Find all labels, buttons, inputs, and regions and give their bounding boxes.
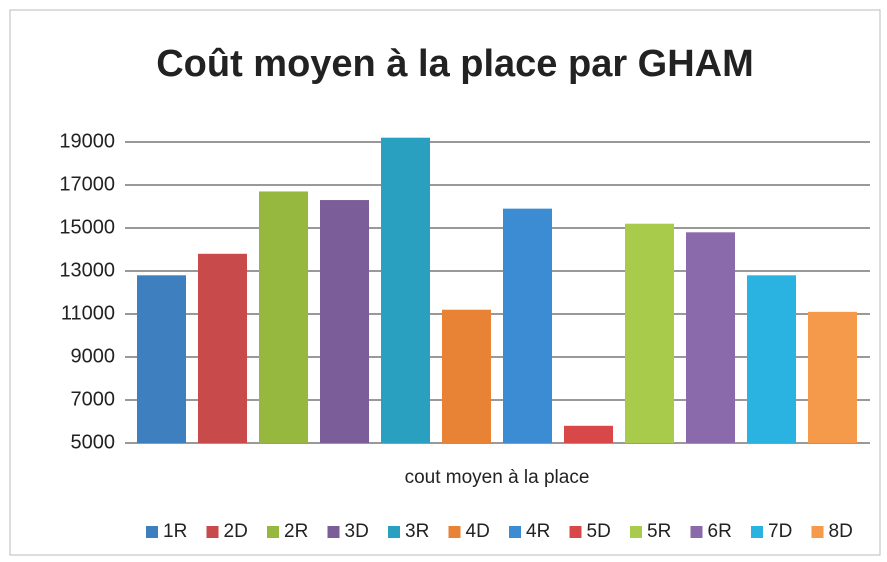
bar xyxy=(137,275,186,443)
y-tick-label: 11000 xyxy=(61,302,115,324)
bar xyxy=(686,232,735,443)
legend-label: 5D xyxy=(587,521,611,542)
legend-label: 8D xyxy=(829,521,853,542)
legend-label: 5R xyxy=(647,521,671,542)
bar xyxy=(198,253,247,443)
bar xyxy=(259,191,308,443)
legend-label: 7D xyxy=(768,521,792,542)
legend-swatch xyxy=(146,526,158,538)
y-tick-label: 7000 xyxy=(71,388,116,410)
bar xyxy=(503,208,552,443)
legend-label: 3D xyxy=(345,521,369,542)
chart-title: Coût moyen à la place par GHAM xyxy=(156,43,754,85)
bar xyxy=(747,275,796,443)
legend-label: 2R xyxy=(284,521,308,542)
legend-swatch xyxy=(509,526,521,538)
legend-label: 6R xyxy=(708,521,732,542)
legend-swatch xyxy=(267,526,279,538)
legend-label: 3R xyxy=(405,521,429,542)
bar xyxy=(320,200,369,443)
legend-label: 4D xyxy=(466,521,490,542)
legend-swatch xyxy=(569,526,582,538)
y-tick-label: 13000 xyxy=(59,259,115,281)
legend-swatch xyxy=(327,526,340,538)
legend-swatch xyxy=(751,526,763,538)
x-tick-label: cout moyen à la place xyxy=(405,467,590,488)
legend-swatch xyxy=(811,526,824,538)
legend-label: 2D xyxy=(224,521,248,542)
y-tick-label: 9000 xyxy=(71,345,116,367)
y-tick-label: 19000 xyxy=(59,130,115,152)
legend-swatch xyxy=(448,526,461,538)
bar xyxy=(442,309,491,443)
y-tick-label: 17000 xyxy=(59,173,115,195)
legend-swatch xyxy=(630,526,642,538)
bar xyxy=(381,137,430,443)
legend-swatch xyxy=(388,526,400,538)
y-tick-label: 15000 xyxy=(59,216,115,238)
bar xyxy=(625,223,674,443)
bar xyxy=(808,311,857,443)
legend-swatch xyxy=(690,526,703,538)
y-tick-label: 5000 xyxy=(71,431,116,453)
legend-label: 4R xyxy=(526,521,550,542)
bar xyxy=(564,425,613,443)
legend-label: 1R xyxy=(163,521,187,542)
legend-swatch xyxy=(206,526,219,538)
